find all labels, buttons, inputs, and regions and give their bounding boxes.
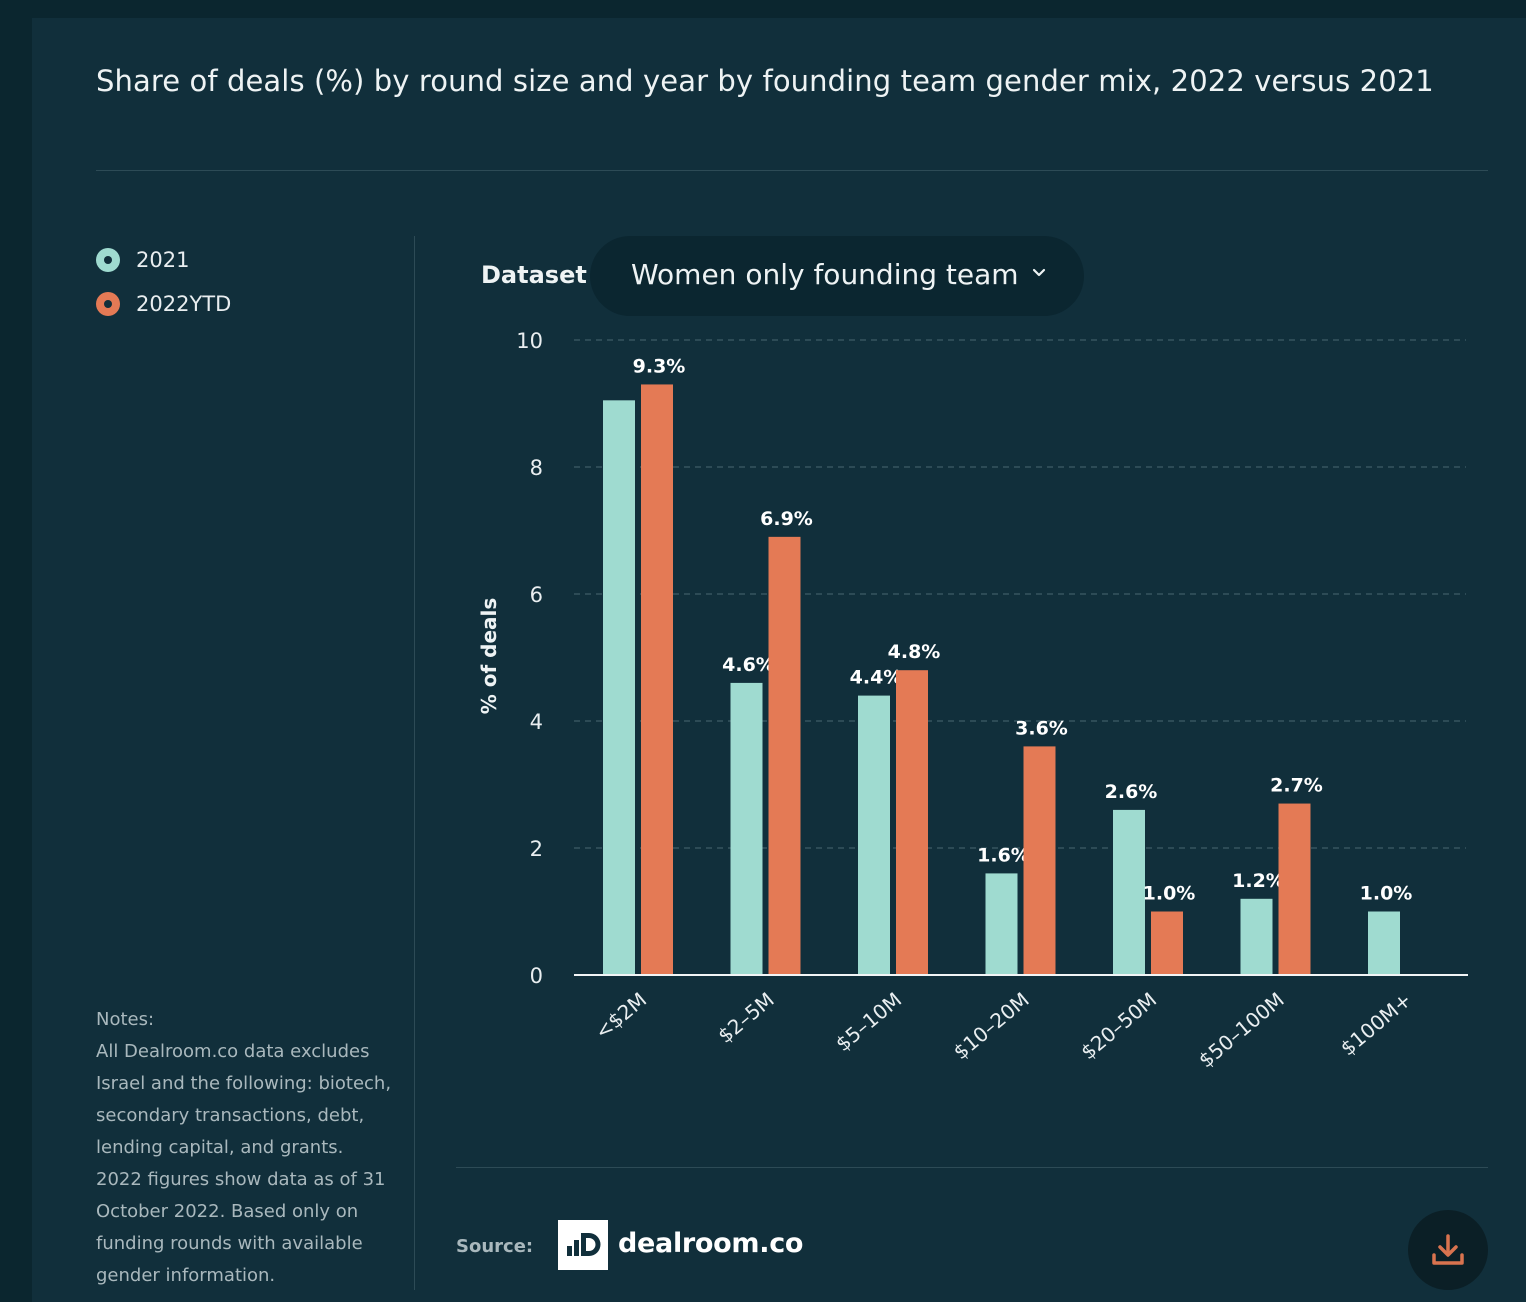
y-tick-label: 10 [516,329,543,353]
legend: 2021 2022YTD [96,238,231,326]
y-axis-label: % of deals [477,598,501,715]
x-tick-label: $20–50M [1076,987,1161,1064]
dealroom-logo-icon[interactable] [558,1220,608,1270]
chevron-down-icon [1032,268,1046,277]
data-label: 6.9% [760,508,813,530]
bar-2022ytd [1278,803,1311,975]
legend-label-2021: 2021 [136,248,190,272]
data-label: 3.6% [1015,717,1068,739]
x-tick-label: $50–100M [1194,987,1289,1072]
chart-title: Share of deals (%) by round size and yea… [96,64,1434,98]
data-label: 2.6% [1105,781,1158,803]
x-tick-label: $5–10M [831,987,906,1056]
bar-2021 [1240,898,1273,975]
bar-2021 [1368,911,1400,975]
notes-text: All Dealroom.co data excludes Israel and… [96,1041,392,1286]
data-label: 1.0% [1360,883,1413,905]
legend-label-2022ytd: 2022YTD [136,292,232,316]
dealroom-logo-text[interactable]: dealroom.co [618,1228,804,1259]
bar-2021 [1113,809,1145,975]
data-label: 9.3% [633,355,686,377]
sidebar-divider [414,236,415,1290]
data-label: 2.7% [1270,775,1323,797]
download-icon [1432,1234,1464,1265]
data-label: 4.4% [850,667,903,689]
bar-2021 [858,695,890,975]
bar-2022ytd [1151,911,1183,975]
legend-item-2022ytd[interactable]: 2022YTD [96,282,231,326]
bar-2021 [985,873,1018,975]
data-label: 4.8% [888,641,941,663]
y-tick-label: 8 [530,456,543,480]
data-label: 1.6% [977,844,1030,866]
download-button[interactable] [1408,1210,1488,1290]
bar-2022ytd [896,670,928,975]
x-tick-label: <$2M [590,987,651,1044]
x-tick-label: $100M+ [1336,987,1416,1060]
bar-2022ytd [641,384,673,975]
dataset-dropdown[interactable]: Women only founding team [590,236,1084,316]
dataset-label: Dataset [481,261,587,289]
y-tick-label: 6 [530,583,543,607]
x-tick-label: $2–5M [713,987,779,1047]
legend-swatch-2021 [96,248,120,272]
source-label: Source: [456,1236,534,1257]
data-label: 1.0% [1143,883,1196,905]
dataset-dropdown-value: Women only founding team [631,258,1019,291]
footer-divider [456,1167,1488,1168]
bar-2022ytd [1023,746,1056,975]
data-label: 1.2% [1232,870,1285,892]
notes: Notes: All Dealroom.co data excludes Isr… [96,1004,392,1292]
y-tick-label: 4 [530,710,543,734]
bar-2022ytd [768,536,801,975]
y-tick-label: 0 [530,964,543,988]
bar-2021 [603,400,635,975]
y-tick-label: 2 [530,837,543,861]
title-divider [96,170,1488,171]
x-tick-label: $10–20M [949,987,1034,1064]
legend-swatch-2022ytd [96,292,120,316]
data-label: 4.6% [722,654,775,676]
notes-heading: Notes: [96,1009,155,1030]
bar-2021 [730,682,763,975]
legend-item-2021[interactable]: 2021 [96,238,231,282]
